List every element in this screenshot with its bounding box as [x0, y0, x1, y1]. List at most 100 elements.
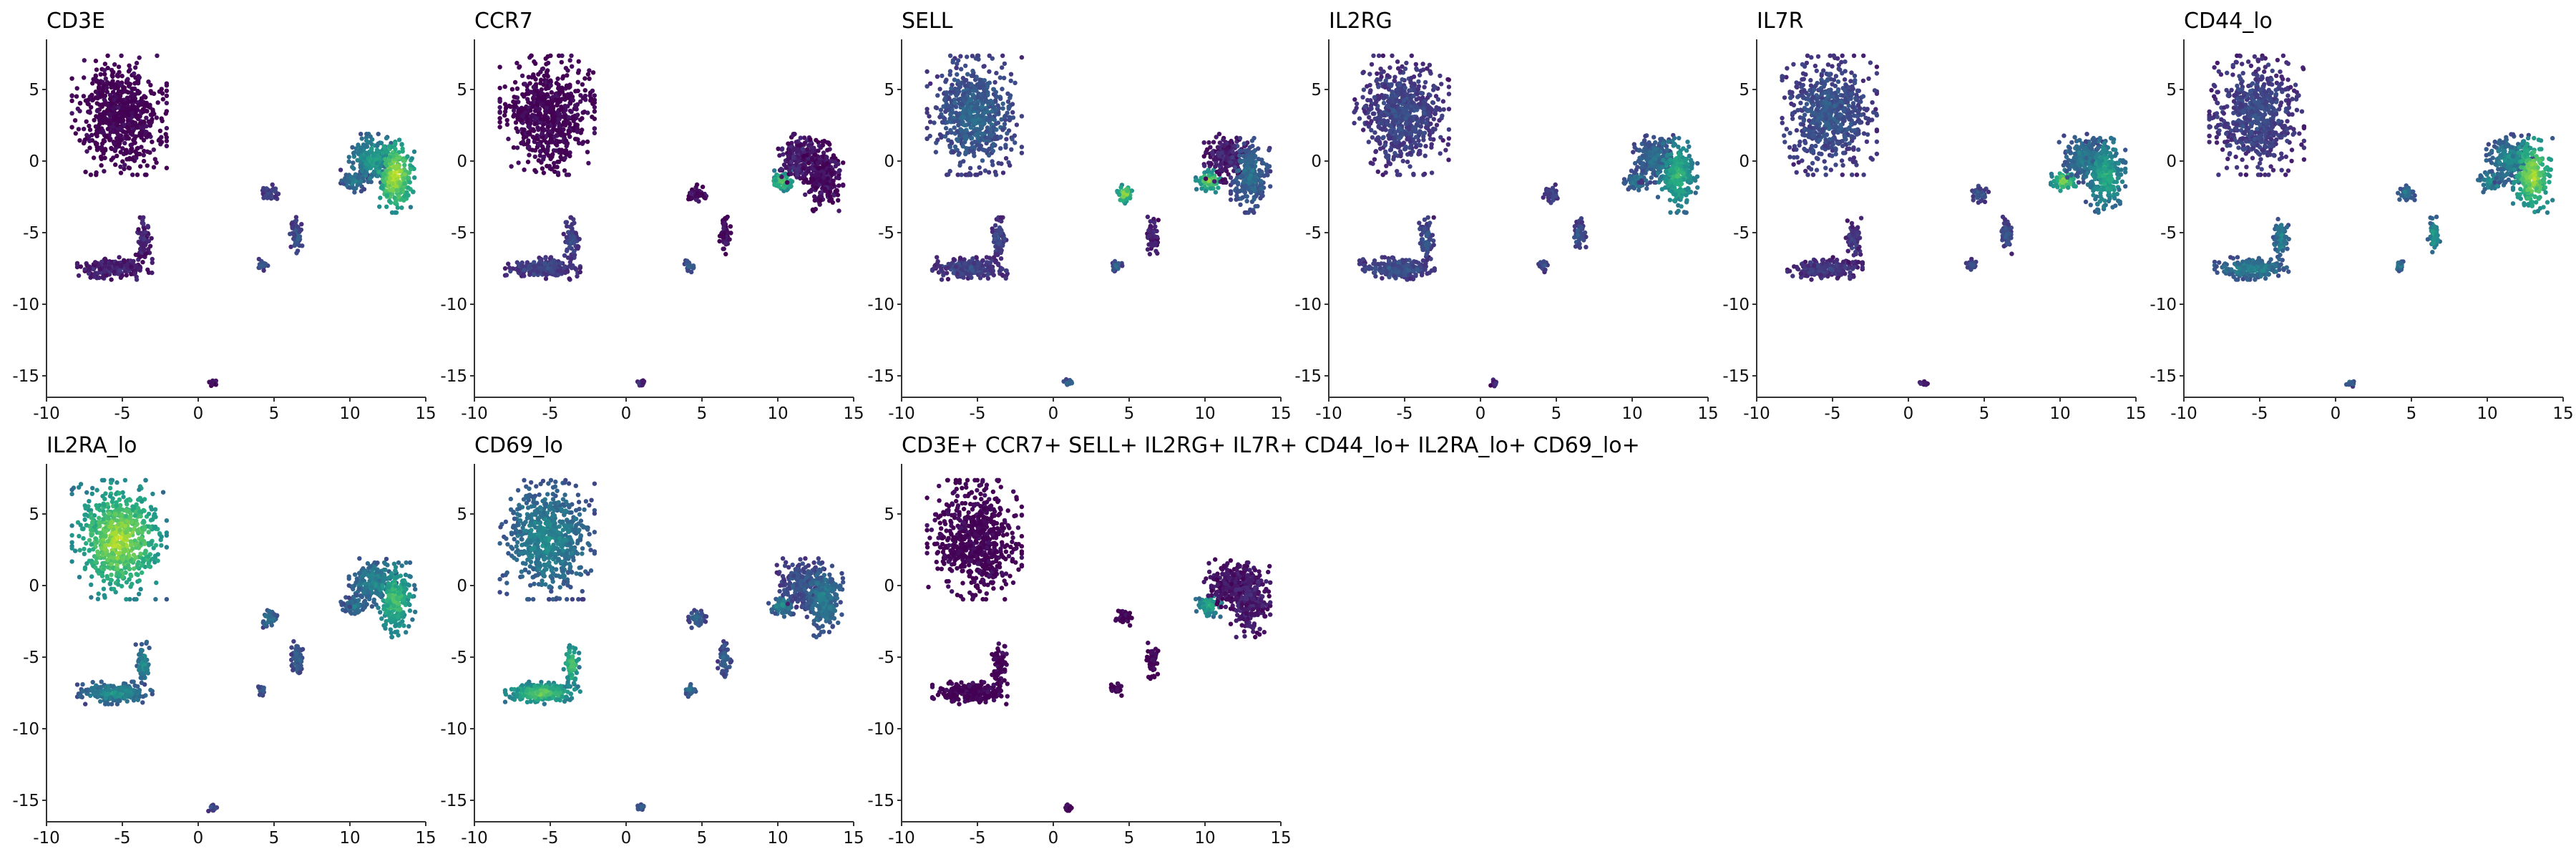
data-point [531, 128, 537, 133]
data-point [69, 76, 74, 81]
data-point [548, 53, 553, 59]
data-point [159, 135, 164, 140]
data-point [958, 54, 963, 59]
data-point [1251, 150, 1256, 155]
data-point [924, 136, 930, 141]
data-point [549, 99, 554, 104]
data-point [384, 150, 390, 155]
data-point [987, 69, 992, 74]
data-point [126, 89, 131, 95]
data-point [398, 169, 403, 174]
data-point [1238, 202, 1243, 208]
data-point [134, 124, 139, 129]
data-point [831, 178, 836, 183]
data-point [94, 141, 99, 147]
data-point [789, 160, 794, 165]
data-point [137, 132, 142, 138]
data-point [1012, 133, 1018, 138]
data-point [562, 103, 567, 109]
data-point [1199, 186, 1204, 191]
data-point [969, 275, 974, 280]
data-point [1214, 160, 1219, 165]
data-point [562, 168, 567, 173]
data-point [270, 182, 275, 188]
data-point [1228, 189, 1234, 194]
data-point [1438, 151, 1443, 156]
data-point [549, 261, 554, 266]
data-point [113, 115, 118, 120]
data-point [533, 135, 539, 140]
data-point [972, 85, 977, 90]
data-point [121, 118, 126, 123]
data-point [924, 84, 930, 89]
data-point [956, 152, 961, 157]
data-point [963, 63, 968, 69]
data-point [1125, 188, 1130, 193]
data-point [1148, 241, 1153, 246]
data-point [145, 163, 150, 168]
data-point [122, 162, 127, 168]
data-point [1206, 140, 1211, 145]
data-point [146, 119, 152, 124]
data-point [577, 236, 582, 242]
data-point [582, 93, 588, 99]
data-point [95, 271, 101, 276]
data-point [101, 151, 106, 156]
data-point [99, 141, 105, 146]
data-point [952, 125, 957, 130]
data-point [954, 65, 960, 71]
data-point [935, 137, 940, 142]
data-point [573, 104, 579, 110]
data-point [266, 195, 272, 200]
y-tick-label: 5 [29, 81, 39, 100]
data-point [146, 79, 151, 84]
data-point [406, 175, 411, 180]
data-point [836, 208, 841, 213]
data-point [132, 136, 137, 142]
data-point [997, 249, 1003, 255]
data-point [392, 173, 397, 178]
data-point [83, 98, 89, 103]
data-point [133, 252, 138, 258]
data-point [991, 125, 997, 130]
data-point [364, 132, 369, 137]
data-point [985, 276, 991, 281]
data-point [355, 183, 360, 188]
data-point [532, 92, 537, 97]
data-point [1002, 75, 1007, 81]
data-point [945, 104, 950, 109]
data-point [533, 115, 539, 121]
data-point [300, 243, 305, 248]
data-point [346, 159, 351, 164]
data-point [960, 114, 965, 120]
data-point [1148, 219, 1153, 224]
data-point [992, 223, 998, 228]
data-point [957, 85, 962, 90]
data-point [1243, 183, 1249, 188]
data-point [576, 59, 581, 64]
data-point [273, 194, 278, 199]
data-point [78, 264, 84, 269]
data-point [826, 140, 831, 145]
data-point [959, 173, 964, 178]
data-point [967, 111, 973, 116]
data-point [356, 142, 361, 147]
point-cloud [69, 53, 417, 388]
data-point [394, 163, 400, 168]
data-point [550, 152, 555, 157]
data-point [151, 165, 157, 170]
data-point [992, 79, 997, 85]
data-point [142, 248, 147, 253]
data-point [777, 153, 782, 158]
y-tick-label: 0 [884, 152, 894, 171]
data-point [1229, 155, 1235, 160]
data-point [144, 124, 149, 129]
data-point [378, 195, 383, 200]
data-point [134, 277, 140, 282]
data-point [1234, 193, 1239, 198]
x-tick-label: 5 [1124, 404, 1135, 423]
data-point [497, 120, 502, 125]
data-point [1216, 153, 1222, 158]
data-point [721, 225, 726, 231]
data-point [1259, 178, 1264, 184]
